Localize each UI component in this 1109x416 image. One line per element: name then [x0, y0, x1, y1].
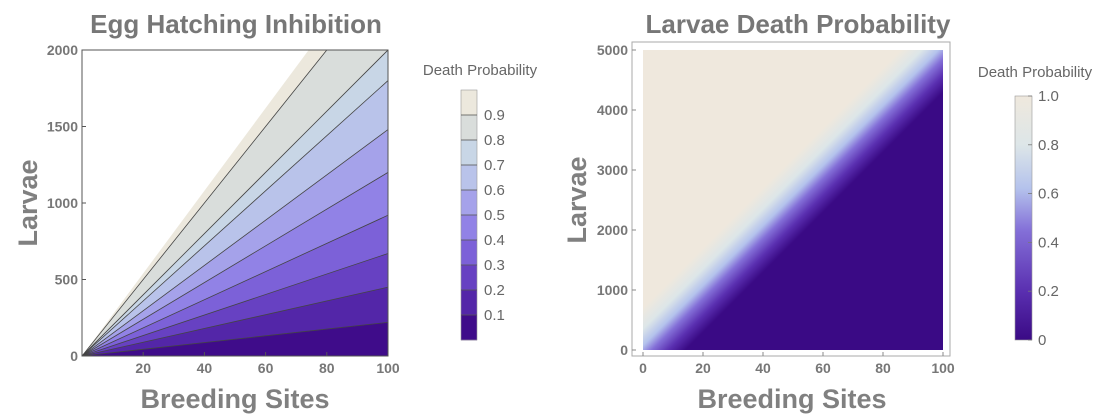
y-tick-label: 0 — [620, 342, 628, 358]
legend1-title: Death Probability — [423, 62, 538, 79]
contour-line-0.2 — [82, 286, 388, 356]
legend1-label: 0.2 — [484, 282, 505, 299]
legend2-label: 0 — [1038, 332, 1046, 349]
y-tick-label: 1000 — [597, 282, 628, 298]
x-tick-label: 60 — [258, 360, 274, 376]
legend2-label: 0.8 — [1038, 137, 1059, 154]
legend1-swatch-9 — [461, 90, 477, 116]
contour-lines — [82, 50, 388, 356]
y-tick-label: 1000 — [47, 195, 78, 211]
legend1-swatch-1 — [461, 290, 477, 316]
legend1-swatch-5 — [461, 190, 477, 216]
contour-line-0.8 — [82, 50, 388, 356]
legend2-label: 0.4 — [1038, 234, 1059, 251]
legend1-label: 0.3 — [484, 257, 505, 274]
legend1-swatch-7 — [461, 140, 477, 166]
chart2-ylabel: Larvae — [562, 156, 592, 243]
legend1-swatch-2 — [461, 265, 477, 291]
contour-bands — [82, 50, 388, 356]
x-tick-label: 20 — [135, 360, 151, 376]
x-tick-label: 80 — [319, 360, 335, 376]
x-tick-label: 80 — [875, 360, 891, 376]
x-tick-label: 100 — [376, 360, 400, 376]
chart1-xlabel: Breeding Sites — [140, 384, 329, 414]
legend2-label: 1.0 — [1038, 88, 1059, 105]
legend2: 0 0.2 0.4 0.6 0.8 1.0 — [1028, 88, 1059, 349]
legend2-title: Death Probability — [978, 64, 1093, 81]
legend1: 0.1 0.2 0.3 0.4 0.5 0.6 0.7 0.8 0.9 — [460, 89, 505, 341]
y-tick-label: 5000 — [597, 42, 628, 58]
legend2-label: 0.2 — [1038, 283, 1059, 300]
legend1-label: 0.5 — [484, 207, 505, 224]
legend1-swatch-8 — [461, 115, 477, 141]
heatmap-chart: Larvae Death Probability 0 20 40 60 80 100010… — [562, 9, 1093, 414]
contour-line-0.4 — [82, 214, 388, 356]
chart2-title: Larvae Death Probability — [646, 9, 951, 39]
legend1-label: 0.9 — [484, 107, 505, 124]
chart1-title: Egg Hatching Inhibition — [90, 9, 382, 39]
y-tick-label: 0 — [70, 348, 78, 364]
legend2-colorbar — [1014, 95, 1033, 341]
legend1-label: 0.1 — [484, 307, 505, 324]
x-tick-label: 100 — [931, 360, 955, 376]
heatmap-field — [643, 50, 943, 350]
contour-line-0.3 — [82, 253, 388, 356]
x-tick-label: 40 — [197, 360, 213, 376]
legend1-label: 0.8 — [484, 132, 505, 149]
legend1-label: 0.7 — [484, 157, 505, 174]
x-tick-label: 40 — [755, 360, 771, 376]
legend2-label: 0.6 — [1038, 186, 1059, 203]
contour-line-0.5 — [82, 172, 388, 356]
chart1-ylabel: Larvae — [13, 159, 43, 246]
legend1-swatch-4 — [461, 215, 477, 241]
x-tick-label: 20 — [695, 360, 711, 376]
contour-line-0.9 — [82, 50, 328, 356]
y-tick-label: 500 — [55, 272, 79, 288]
x-tick-label: 60 — [815, 360, 831, 376]
chart2-xlabel: Breeding Sites — [697, 384, 886, 414]
y-tick-label: 4000 — [597, 102, 628, 118]
y-tick-label: 1500 — [47, 119, 78, 135]
y-tick-label: 2000 — [597, 222, 628, 238]
legend1-label: 0.6 — [484, 182, 505, 199]
contour-chart: Egg Hatching Inhibition 20 40 60 80 10005001… — [13, 9, 538, 414]
legend1-swatch-3 — [461, 240, 477, 266]
contour-line-0.7 — [82, 80, 388, 356]
y-tick-label: 3000 — [597, 162, 628, 178]
legend1-swatch-0 — [461, 315, 477, 341]
chart2-frame — [631, 41, 951, 357]
y-tick-label: 2000 — [47, 42, 78, 58]
contour-line-0.1 — [82, 321, 388, 356]
legend1-swatch-6 — [461, 165, 477, 191]
x-tick-label: 0 — [639, 360, 647, 376]
contour-line-0.6 — [82, 129, 388, 356]
legend1-label: 0.4 — [484, 232, 505, 249]
